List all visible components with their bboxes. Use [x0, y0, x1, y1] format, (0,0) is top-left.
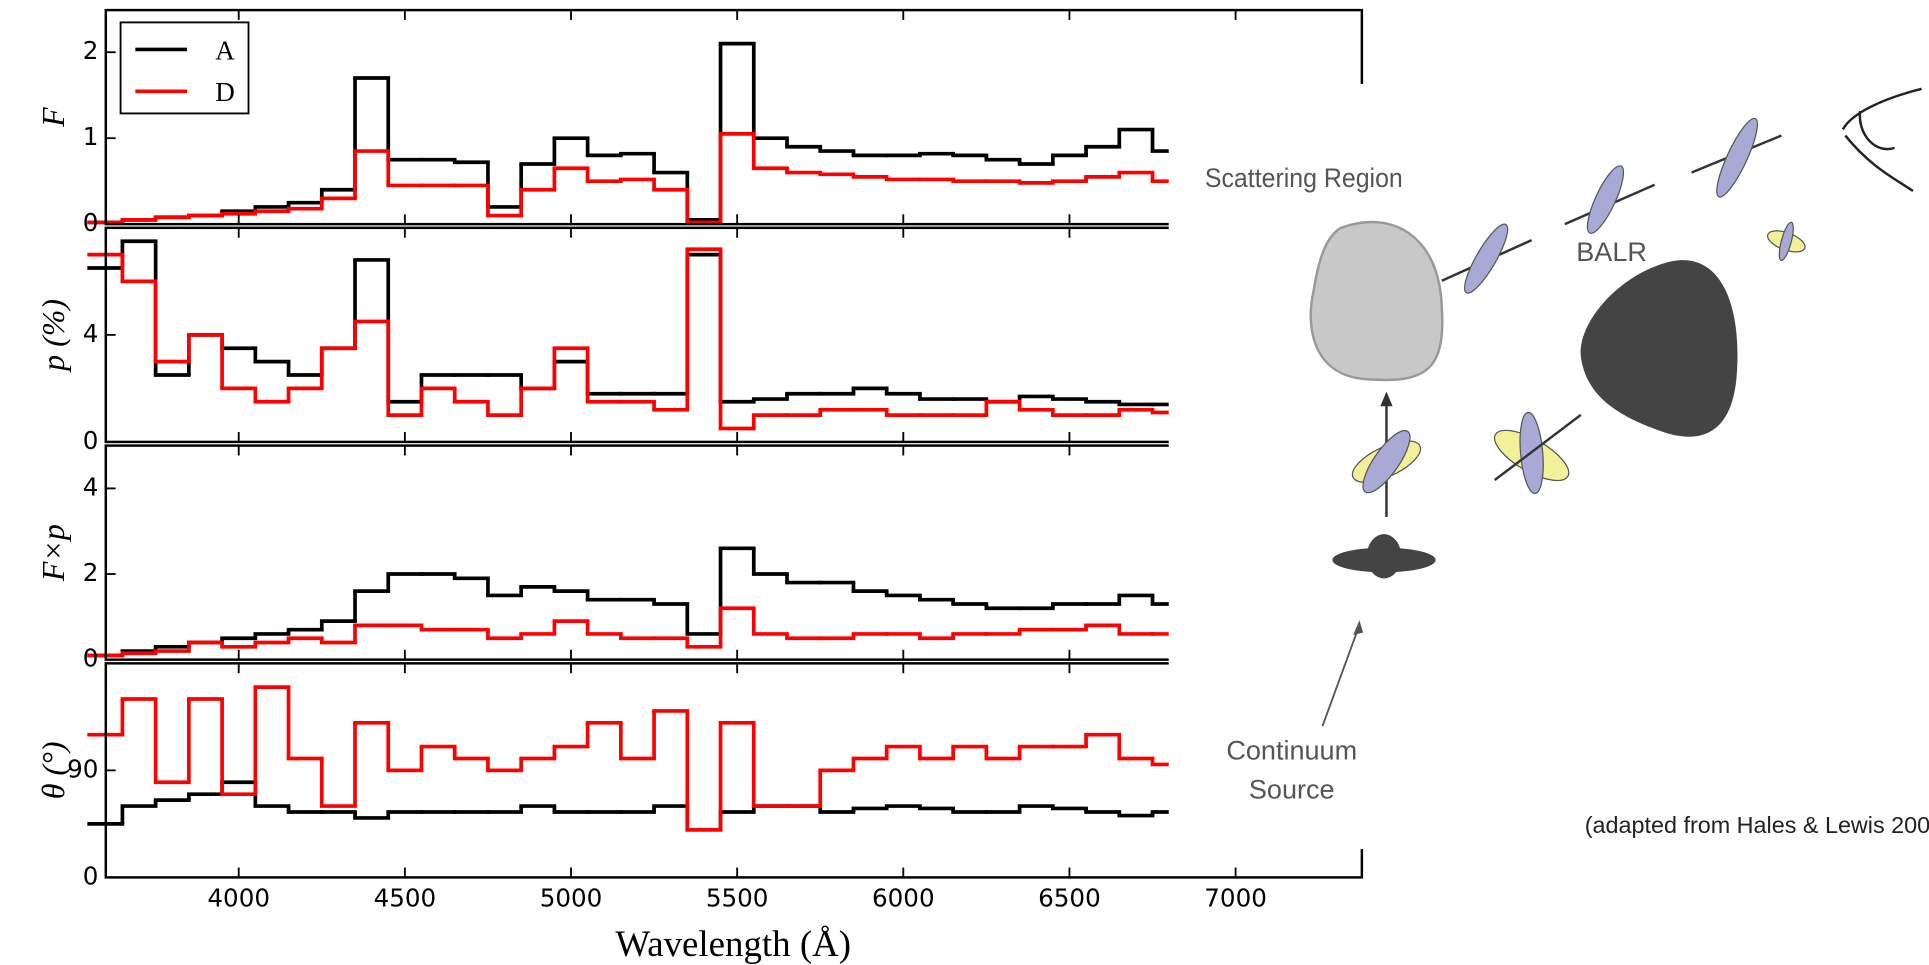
x-tick-label: 5000 — [540, 884, 603, 913]
y-tick-label: 0 — [83, 208, 99, 237]
y-tick-label: 4 — [83, 319, 99, 348]
x-tick-label: 4500 — [374, 884, 437, 913]
y-tick-label: 0 — [83, 426, 99, 455]
diagram: Scattering Region BALR Continuum Source … — [1168, 83, 1929, 850]
continuum-label: Continuum — [1226, 735, 1357, 765]
polarization-purple — [1778, 221, 1794, 262]
arrowhead — [1380, 391, 1393, 407]
y-tick-label: 90 — [67, 754, 98, 783]
y-tick-label: 2 — [83, 558, 99, 587]
scattering-region — [1309, 220, 1444, 382]
balr-cloud — [1580, 260, 1738, 437]
continuum-label: Source — [1249, 775, 1335, 805]
x-tick-label: 7000 — [1204, 884, 1267, 913]
x-tick-label: 4000 — [207, 884, 270, 913]
x-tick-label: 6500 — [1038, 884, 1101, 913]
x-axis-label: Wavelength (Å) — [615, 923, 851, 965]
y-axis-label: θ (°) — [36, 741, 71, 799]
balr-label: BALR — [1576, 237, 1647, 267]
x-tick-label: 6000 — [872, 884, 935, 913]
legend-box — [119, 21, 250, 115]
arrowhead — [1353, 620, 1364, 636]
polarization-purple — [1362, 429, 1411, 494]
arrow — [1321, 624, 1361, 727]
scattering-label: Scattering Region — [1205, 162, 1403, 193]
arrow — [1493, 413, 1582, 482]
y-axis-label: F — [36, 107, 71, 128]
polarization-purple — [1586, 165, 1625, 234]
observer-eye — [1841, 87, 1922, 192]
polarization-purple — [1464, 223, 1509, 294]
spectra-panels: 0 1 2 F AD 0 4 p (%) 0 2 4 F×p 0 90 4000 4500 5000 5500 60… — [36, 8, 1364, 965]
legend-label: D — [215, 77, 235, 107]
polarization-purple — [1716, 117, 1758, 198]
y-tick-label: 0 — [83, 861, 99, 890]
y-axis-label: p (%) — [36, 299, 71, 373]
y-tick-label: 0 — [83, 644, 99, 673]
legend-label: A — [215, 35, 235, 65]
y-axis-label: F×p — [36, 524, 71, 582]
y-tick-label: 2 — [83, 36, 99, 65]
credit: (adapted from Hales & Lewis 2007) — [1585, 812, 1929, 838]
y-tick-label: 1 — [83, 122, 99, 151]
y-tick-label: 4 — [83, 472, 99, 501]
x-tick-label: 5500 — [706, 884, 769, 913]
continuum-core — [1366, 534, 1402, 579]
